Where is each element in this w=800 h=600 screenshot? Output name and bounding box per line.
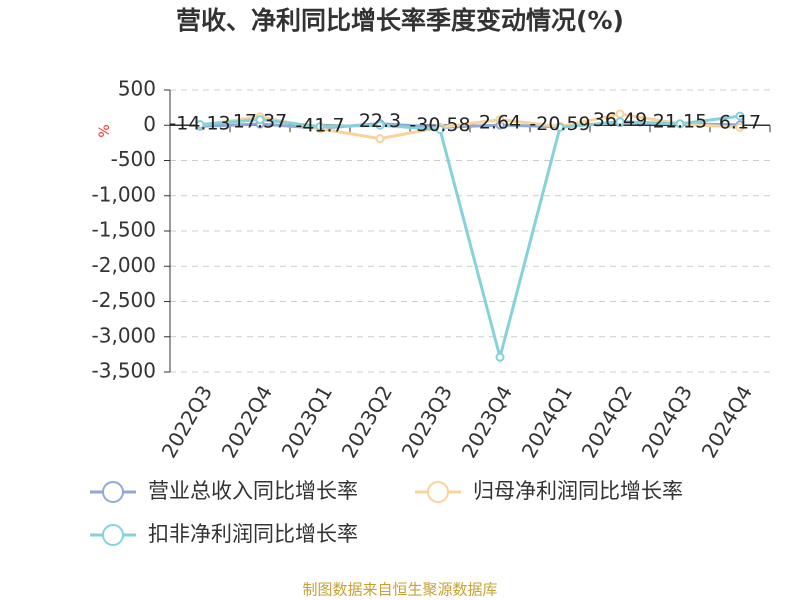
data-label: -30.58 bbox=[409, 114, 470, 136]
legend-marker bbox=[102, 481, 124, 503]
legend-label: 营业总收入同比增长率 bbox=[148, 479, 358, 503]
x-tick-label: 2023Q3 bbox=[397, 381, 457, 462]
y-tick-label: -1,500 bbox=[92, 218, 156, 242]
data-label: 21.15 bbox=[653, 110, 707, 132]
data-label: 22.3 bbox=[359, 110, 401, 132]
data-label: -20.59 bbox=[529, 113, 590, 135]
x-tick-label: 2024Q4 bbox=[697, 381, 757, 462]
x-tick-label: 2023Q1 bbox=[277, 381, 337, 462]
y-tick-label: 500 bbox=[118, 77, 156, 101]
legend-label: 归母净利润同比增长率 bbox=[473, 479, 683, 503]
y-axis-label: % bbox=[97, 124, 113, 137]
data-label: 2.64 bbox=[479, 112, 521, 134]
x-tick-label: 2024Q3 bbox=[637, 381, 697, 462]
y-tick-label: -3,500 bbox=[92, 359, 156, 383]
data-point bbox=[495, 352, 505, 362]
data-label: 17.37 bbox=[233, 111, 287, 133]
x-tick-label: 2023Q2 bbox=[337, 381, 397, 462]
x-tick-label: 2022Q3 bbox=[157, 381, 217, 462]
data-point bbox=[555, 122, 565, 132]
source-note: 制图数据来自恒生聚源数据库 bbox=[302, 581, 497, 599]
data-point bbox=[495, 115, 505, 125]
x-tick-label: 2024Q1 bbox=[517, 381, 577, 462]
data-label: -14.13 bbox=[169, 113, 230, 135]
x-tick-label: 2023Q4 bbox=[457, 381, 517, 462]
legend-marker bbox=[427, 481, 449, 503]
y-tick-label: -3,000 bbox=[92, 323, 156, 347]
legend-label: 扣非净利润同比增长率 bbox=[148, 522, 358, 546]
legend-item[interactable]: 归母净利润同比增长率 bbox=[415, 479, 683, 503]
data-point bbox=[255, 115, 265, 125]
data-point bbox=[675, 119, 685, 129]
data-point bbox=[375, 134, 385, 144]
legend-item[interactable]: 营业总收入同比增长率 bbox=[90, 479, 358, 503]
data-point bbox=[195, 120, 205, 130]
chart-title: 营收、净利同比增长率季度变动情况(%) bbox=[176, 6, 624, 35]
data-point bbox=[735, 111, 745, 121]
y-tick-label: -1,000 bbox=[92, 182, 156, 206]
series-line bbox=[199, 114, 741, 364]
y-tick-label: -2,000 bbox=[92, 253, 156, 277]
data-point bbox=[375, 120, 385, 130]
y-tick-label: -500 bbox=[111, 147, 156, 171]
y-tick-label: -2,500 bbox=[92, 288, 156, 312]
data-point bbox=[735, 122, 745, 132]
data-label: 6.17 bbox=[719, 111, 761, 133]
x-tick-label: 2022Q4 bbox=[217, 381, 277, 462]
legend-marker bbox=[102, 524, 124, 546]
data-label: 36.49 bbox=[593, 109, 647, 131]
data-point bbox=[315, 122, 325, 132]
legend-item[interactable]: 扣非净利润同比增长率 bbox=[90, 522, 358, 546]
y-tick-label: 0 bbox=[143, 112, 156, 136]
data-point bbox=[435, 124, 445, 134]
data-point bbox=[615, 117, 625, 127]
data-label: -41.7 bbox=[295, 115, 344, 137]
x-tick-label: 2024Q2 bbox=[577, 381, 637, 462]
